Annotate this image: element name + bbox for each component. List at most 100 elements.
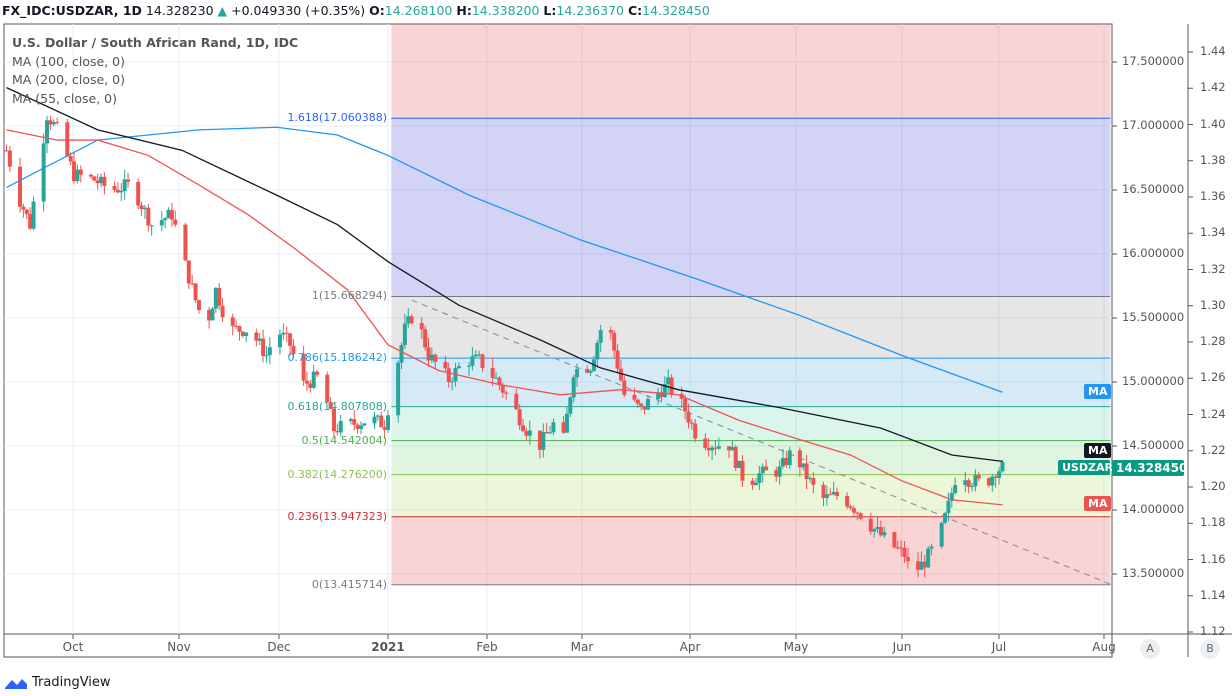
price-axis-label: 15.500000	[1122, 310, 1185, 324]
candle-body-74	[355, 424, 360, 429]
candle-body-135	[642, 406, 647, 410]
legend-ma200[interactable]: MA (200, close, 0)	[12, 72, 125, 87]
scale-button-a[interactable]: A	[1140, 639, 1160, 659]
candle-body-36	[173, 219, 178, 225]
secondary-axis-label: 1.22	[1200, 442, 1226, 457]
secondary-axis-label: 1.14	[1200, 587, 1226, 602]
candle-body-41	[196, 300, 201, 311]
candle-body-187	[892, 532, 897, 548]
candle-body-120	[571, 377, 576, 398]
time-axis-label: Apr	[679, 640, 701, 654]
candle-body-97	[467, 365, 472, 367]
candle-body-185	[878, 527, 883, 536]
last-price: 14.328230	[145, 3, 214, 18]
candle-body-38	[186, 260, 191, 284]
candle-body-211	[1000, 462, 1005, 472]
candle-body-40	[193, 283, 198, 301]
legend-ma55[interactable]: MA (55, close, 0)	[12, 90, 118, 106]
candle-body-138	[659, 392, 664, 398]
candle-body-49	[237, 326, 242, 332]
candle-body-104	[497, 377, 502, 386]
price-change: +0.049330 (+0.35%)	[231, 3, 366, 18]
secondary-axis-label: 1.32	[1200, 261, 1226, 276]
candle-body-194	[922, 561, 927, 568]
candle-body-165	[784, 458, 789, 466]
candle-body-44	[213, 287, 218, 309]
candle-body-123	[588, 370, 593, 373]
candle-body-31	[149, 225, 154, 227]
candle-body-147	[703, 438, 708, 448]
price-axis-label: 14.500000	[1122, 438, 1185, 452]
secondary-axis-label: 1.40	[1200, 116, 1226, 131]
candle-body-175	[831, 491, 836, 495]
candle-body-24	[119, 190, 124, 193]
candle-body-82	[396, 362, 401, 416]
candle-body-35	[169, 209, 174, 220]
scale-button-b[interactable]: B	[1200, 639, 1220, 659]
close-label: C:	[627, 3, 643, 18]
candle-body-121	[575, 368, 580, 378]
candle-body-157	[750, 480, 755, 486]
time-axis-label: Mar	[570, 640, 594, 654]
candle-body-156	[740, 460, 745, 481]
time-axis-label: Jun	[892, 640, 912, 654]
candle-body-193	[919, 561, 924, 570]
candle-body-59	[284, 332, 289, 334]
candle-body-108	[517, 409, 522, 426]
candle-body-11	[55, 122, 60, 124]
legend-ma100[interactable]: MA (100, close, 0)	[12, 53, 125, 69]
candle-body-136	[645, 399, 650, 410]
candle-body-179	[851, 508, 856, 513]
secondary-axis-label: 1.36	[1200, 189, 1226, 203]
close-value: 14.328450	[642, 3, 710, 18]
candle-body-173	[824, 494, 829, 498]
candle-body-189	[899, 547, 904, 549]
candle-body-52	[254, 332, 259, 341]
candle-body-53	[257, 338, 262, 341]
candle-body-45	[217, 287, 222, 306]
candle-body-37	[183, 224, 188, 261]
open-value: 14.268100	[384, 3, 453, 18]
candle-body-197	[939, 522, 944, 547]
price-axis-label: 16.000000	[1122, 246, 1185, 260]
secondary-axis-label: 1.44	[1200, 44, 1226, 58]
candle-body-174	[828, 494, 833, 496]
candle-body-109	[521, 425, 526, 432]
candle-body-8	[45, 120, 50, 144]
price-axis-label: 15.000000	[1122, 374, 1185, 388]
tradingview-brand[interactable]: TradingView	[4, 675, 111, 690]
candle-body-22	[112, 185, 117, 190]
candle-body-25	[122, 179, 127, 191]
candle-body-5	[28, 214, 33, 229]
price-axis-label: 17.000000	[1122, 118, 1185, 132]
candle-body-113	[541, 431, 546, 450]
candle-body-42	[207, 310, 212, 321]
candle-body-73	[352, 419, 357, 425]
ma-line-1	[6, 87, 1003, 463]
candle-body-81	[386, 415, 390, 430]
candle-body-159	[757, 473, 762, 483]
candle-body-106	[504, 392, 509, 394]
candle-body-167	[797, 450, 802, 468]
candle-body-188	[895, 547, 900, 549]
candle-body-87	[419, 323, 424, 330]
candle-body-119	[568, 397, 573, 414]
symbol-name: FX_IDC:USDZAR, 1D	[2, 3, 142, 18]
candle-body-130	[618, 368, 623, 381]
candle-body-150	[713, 447, 718, 449]
candle-body-98	[470, 356, 475, 366]
candle-body-203	[966, 480, 971, 487]
candle-body-17	[88, 174, 93, 177]
candle-body-201	[953, 485, 958, 493]
candle-body-65	[311, 371, 316, 388]
candle-body-154	[733, 446, 738, 468]
candle-body-146	[693, 423, 698, 439]
time-axis-label: 2021	[371, 640, 405, 654]
candle-body-75	[358, 425, 363, 429]
candle-body-143	[683, 398, 688, 412]
secondary-axis-label: 1.30	[1200, 297, 1226, 312]
candle-body-85	[406, 316, 411, 324]
candle-body-69	[331, 408, 336, 432]
candle-body-7	[41, 143, 46, 202]
